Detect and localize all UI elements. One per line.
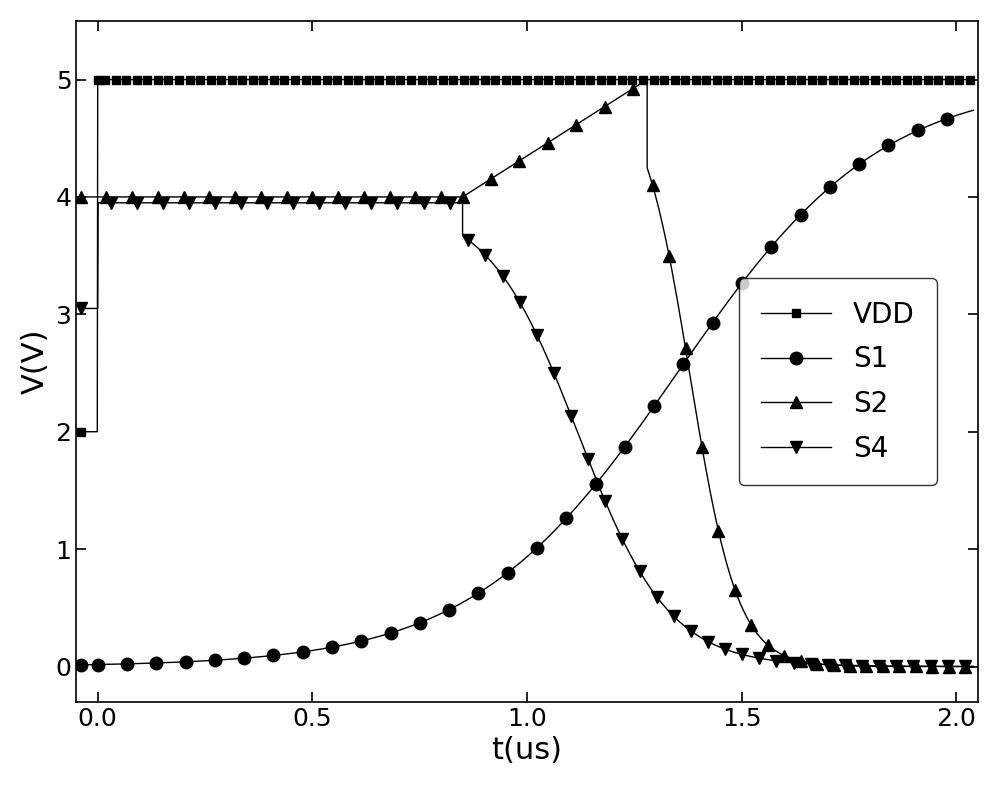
S1: [347, 638, 359, 648]
S1: [493, 575, 505, 584]
S4: [465, 237, 477, 247]
S2: [75, 193, 87, 202]
S2: [967, 662, 979, 671]
S1: [891, 136, 903, 145]
S4: [92, 198, 104, 208]
S2: [759, 637, 771, 647]
S2: [943, 662, 955, 671]
Line: S4: S4: [75, 197, 979, 672]
S1: [455, 599, 467, 608]
S1: [165, 658, 177, 667]
S2: [682, 360, 694, 369]
S4: [357, 198, 369, 208]
S1: [308, 645, 320, 655]
S4: [75, 303, 87, 313]
S2: [251, 193, 263, 202]
S2: [504, 162, 516, 171]
S4: [179, 198, 191, 208]
S2: [641, 75, 653, 84]
VDD: [75, 427, 87, 436]
Line: S2: S2: [75, 74, 979, 672]
S4: [825, 660, 837, 670]
VDD: [679, 75, 691, 84]
VDD: [535, 75, 547, 84]
VDD: [451, 75, 463, 84]
S1: [967, 105, 979, 115]
VDD: [391, 75, 403, 84]
S1: [75, 660, 87, 670]
S4: [673, 617, 685, 626]
Legend: VDD, S1, S2, S4: VDD, S1, S2, S4: [739, 278, 937, 485]
Y-axis label: V(V): V(V): [21, 329, 50, 394]
Line: S1: S1: [74, 104, 980, 671]
VDD: [419, 75, 431, 84]
VDD: [92, 75, 104, 84]
S4: [967, 662, 979, 671]
S4: [611, 523, 623, 532]
S2: [518, 153, 530, 163]
VDD: [310, 75, 322, 84]
VDD: [967, 75, 979, 84]
X-axis label: t(us): t(us): [491, 736, 562, 765]
Line: VDD: VDD: [76, 75, 978, 436]
